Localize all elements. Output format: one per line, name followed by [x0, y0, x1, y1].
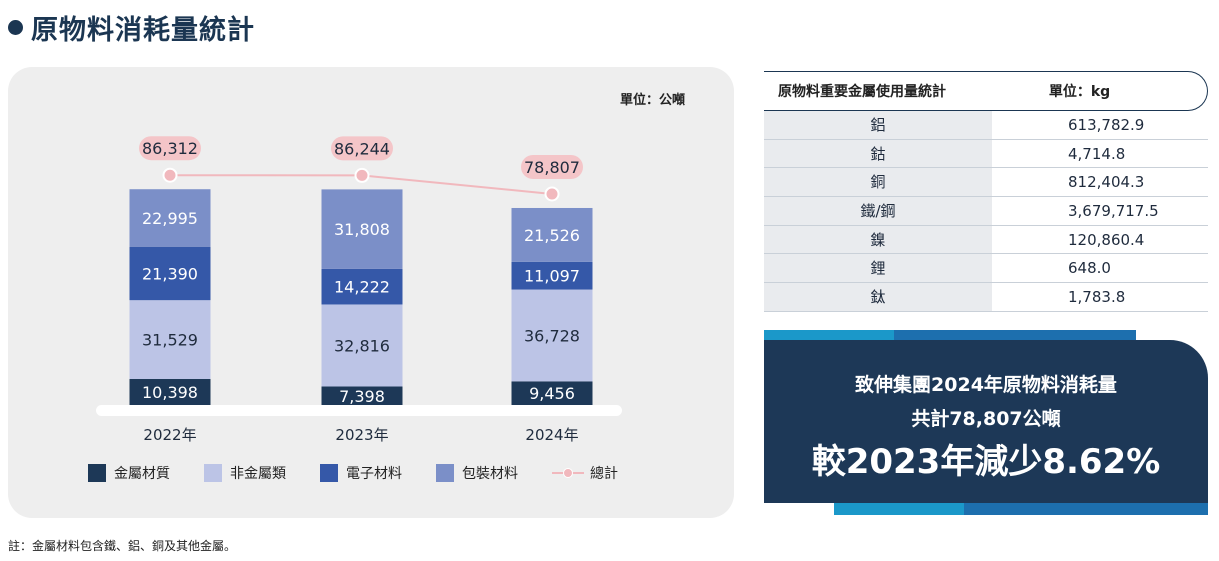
decor-strip — [964, 503, 1208, 515]
legend-swatch-nonmetal — [204, 464, 222, 482]
bar-segment — [129, 246, 211, 301]
x-tick-label: 2022年 — [143, 426, 196, 444]
bar-segment — [511, 381, 593, 405]
table-row: 鎳 120,860.4 — [764, 225, 1208, 255]
table-row: 鈦 1,783.8 — [764, 283, 1208, 312]
total-point — [544, 186, 560, 202]
summary-line-3: 較2023年減少8.62% — [811, 442, 1161, 482]
table-row: 鋁 613,782.9 — [764, 111, 1208, 140]
bar-value-label: 10,398 — [142, 383, 198, 402]
legend-swatch-electronic — [320, 464, 338, 482]
table-row: 銅 812,404.3 — [764, 168, 1208, 198]
legend-label: 非金屬類 — [230, 466, 286, 482]
legend-item-electronic: 電子材料 — [320, 463, 402, 483]
metal-value: 613,782.9 — [992, 111, 1208, 139]
table-row: 鈷 4,714.8 — [764, 139, 1208, 169]
metal-value: 3,679,717.5 — [992, 197, 1208, 225]
chart-legend: 金屬材質 非金屬類 電子材料 包裝材料 總計 — [88, 463, 652, 483]
bar-value-label: 9,456 — [529, 384, 575, 403]
metal-value: 812,404.3 — [992, 168, 1208, 197]
bullet-icon — [8, 20, 23, 35]
total-label-pill — [331, 136, 393, 161]
legend-label: 包裝材料 — [462, 466, 518, 482]
metal-value: 1,783.8 — [992, 283, 1208, 311]
total-value-label: 86,244 — [334, 139, 390, 158]
bar-value-label: 11,097 — [524, 267, 580, 286]
metal-name: 鈦 — [764, 283, 992, 311]
metal-name: 鎳 — [764, 225, 992, 254]
bar-value-label: 32,816 — [334, 336, 390, 355]
total-value-label: 86,312 — [142, 139, 198, 158]
metal-name: 鈷 — [764, 139, 992, 168]
metal-name: 鐵/鋼 — [764, 197, 992, 225]
chart-unit-label: 單位：公噸 — [620, 93, 686, 108]
bar-value-label: 21,390 — [142, 264, 198, 283]
legend-swatch-total — [552, 464, 584, 482]
bar-segment — [321, 386, 403, 405]
decor-strip — [834, 503, 964, 515]
page-title-row: 原物料消耗量統計 — [8, 8, 255, 47]
total-point — [162, 167, 178, 183]
bar-segment — [321, 268, 403, 305]
bar-value-label: 21,526 — [524, 226, 580, 245]
bar-segment — [321, 304, 403, 387]
x-tick-label: 2023年 — [335, 426, 388, 444]
metal-name: 鋰 — [764, 254, 992, 283]
table-row: 鐵/鋼 3,679,717.5 — [764, 197, 1208, 226]
chart-panel: 單位：公噸 10,398 31,529 21,390 22,995 2022年 7,398… — [8, 67, 734, 518]
summary-line-2: 共計78,807公噸 — [911, 408, 1061, 430]
decor-strip — [894, 330, 1136, 340]
summary-line-1: 致伸集團2024年原物料消耗量 — [855, 374, 1117, 396]
total-label-pill — [139, 136, 201, 161]
summary-panel: 致伸集團2024年原物料消耗量 共計78,807公噸 較2023年減少8.62% — [764, 330, 1208, 515]
legend-label: 電子材料 — [346, 466, 402, 482]
summary-box — [764, 340, 1208, 503]
legend-item-packaging: 包裝材料 — [436, 463, 518, 483]
legend-swatch-metal — [88, 464, 106, 482]
legend-item-metal: 金屬材質 — [88, 463, 170, 483]
footnote: 註：金屬材料包含鐵、鋁、銅及其他金屬。 — [8, 539, 237, 553]
legend-swatch-packaging — [436, 464, 454, 482]
bar-value-label: 14,222 — [334, 278, 390, 297]
metal-name: 鋁 — [764, 111, 992, 139]
legend-label: 金屬材質 — [114, 466, 170, 482]
bar-value-label: 22,995 — [142, 209, 198, 228]
bar-segment — [321, 189, 403, 269]
bar-segment — [129, 379, 211, 405]
bar-value-label: 31,808 — [334, 220, 390, 239]
total-point — [354, 167, 370, 183]
metal-value: 4,714.8 — [992, 139, 1208, 168]
bar-segment — [511, 289, 593, 382]
bar-segment — [511, 207, 593, 262]
metal-table-header: 原物料重要金屬使用量統計 單位：kg — [764, 71, 1208, 111]
metal-value: 120,860.4 — [992, 225, 1208, 254]
bar-segment — [511, 261, 593, 290]
page-title: 原物料消耗量統計 — [31, 15, 255, 46]
total-value-label: 78,807 — [524, 158, 580, 177]
legend-label: 總計 — [590, 466, 618, 482]
bar-segment — [129, 189, 211, 247]
bar-value-label: 31,529 — [142, 331, 198, 350]
bar-value-label: 7,398 — [339, 387, 385, 406]
metal-value: 648.0 — [992, 254, 1208, 283]
chart-baseline — [96, 405, 622, 416]
table-row: 鋰 648.0 — [764, 254, 1208, 284]
metal-usage-table: 原物料重要金屬使用量統計 單位：kg 鋁 613,782.9 鈷 4,714.8 銅… — [764, 71, 1208, 312]
metal-table-unit: 單位：kg — [1048, 84, 1111, 100]
total-label-pill — [521, 154, 583, 179]
decor-strip — [764, 330, 894, 340]
metal-table-title: 原物料重要金屬使用量統計 — [778, 84, 946, 100]
metal-name: 銅 — [764, 168, 992, 197]
legend-item-nonmetal: 非金屬類 — [204, 463, 286, 483]
bar-segment — [129, 300, 211, 380]
bar-value-label: 36,728 — [524, 326, 580, 345]
stacked-bar-chart: 10,398 31,529 21,390 22,995 2022年 7,398 32,816… — [96, 136, 622, 444]
legend-item-total: 總計 — [552, 463, 618, 483]
x-tick-label: 2024年 — [525, 426, 578, 444]
